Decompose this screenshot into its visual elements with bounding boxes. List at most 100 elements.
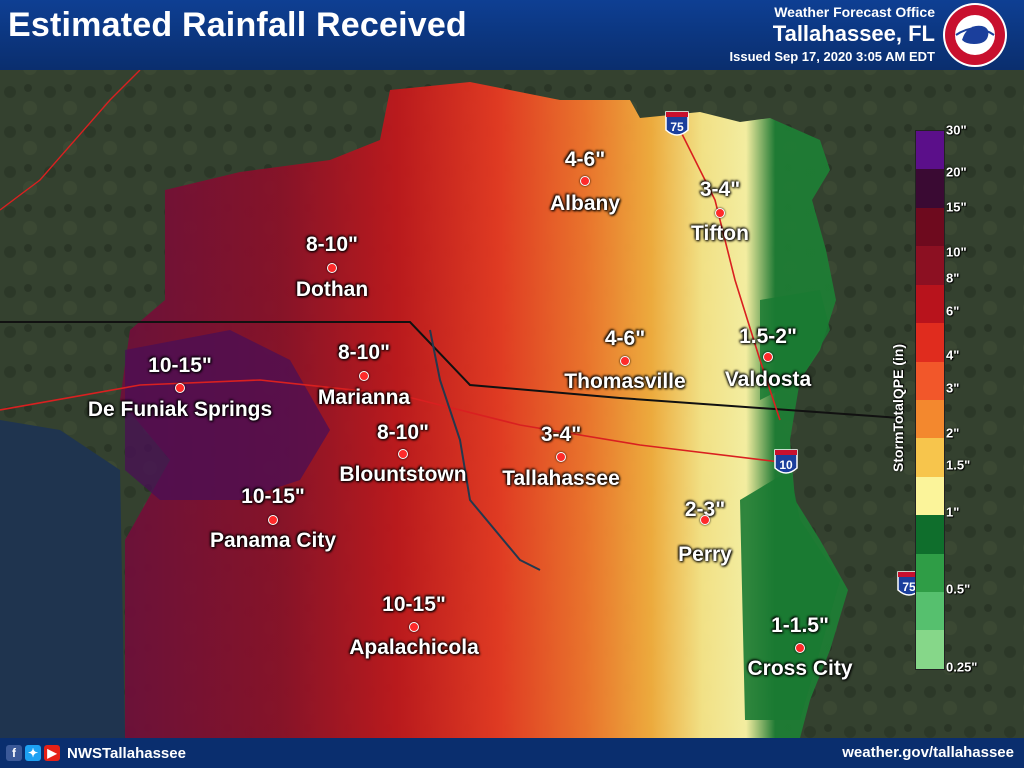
legend-swatch xyxy=(916,284,944,324)
legend-tick-label: 30" xyxy=(946,122,967,138)
legend-tick-label: 15" xyxy=(946,199,967,215)
city-label-albany: Albany xyxy=(549,192,621,215)
legend-swatch xyxy=(916,630,944,669)
footer-bar: f ✦ ▶ NWSTallahassee weather.gov/tallaha… xyxy=(0,738,1024,768)
interstate-75-shield-south: 75 xyxy=(897,571,921,596)
legend-swatch xyxy=(916,592,944,631)
legend-tick-label: 3" xyxy=(946,380,960,396)
legend-tick-label: 10" xyxy=(946,244,967,260)
legend-swatch xyxy=(916,553,944,593)
map-title: Estimated Rainfall Received xyxy=(8,6,467,44)
city-label-blountstown: Blountstown xyxy=(339,463,467,486)
i65-route xyxy=(0,69,141,211)
city-label-marianna: Marianna xyxy=(317,386,411,409)
rain-amount-cross-city: 1-1.5" xyxy=(771,614,829,637)
city-marker-tifton xyxy=(715,208,725,218)
social-handle[interactable]: NWSTallahassee xyxy=(67,744,186,762)
rain-amount-albany: 4-6" xyxy=(564,148,606,171)
i10-route xyxy=(0,379,781,463)
social-links: f ✦ ▶ NWSTallahassee xyxy=(6,744,186,762)
light-rain-east xyxy=(740,470,840,720)
svg-text:75: 75 xyxy=(670,120,684,134)
city-label-valdosta: Valdosta xyxy=(724,368,812,391)
facebook-icon[interactable]: f xyxy=(6,745,22,761)
legend-swatch xyxy=(916,438,944,477)
legend-tick-label: 1" xyxy=(946,504,960,520)
office-line2: Tallahassee, FL xyxy=(772,21,935,46)
city-label-perry: Perry xyxy=(678,543,732,566)
legend-swatch xyxy=(916,207,944,247)
heavy-rain-core xyxy=(125,330,330,500)
state-border xyxy=(0,321,901,419)
legend-tick-label: 8" xyxy=(946,270,960,286)
office-line1: Weather Forecast Office xyxy=(774,4,935,20)
city-marker-panama-city xyxy=(268,515,278,525)
legend-swatch xyxy=(916,169,944,208)
city-marker-albany xyxy=(580,176,590,186)
legend-swatch xyxy=(916,323,944,362)
legend-color-bar xyxy=(915,130,945,670)
city-marker-valdosta xyxy=(763,352,773,362)
header-bar: Estimated Rainfall Received Weather Fore… xyxy=(0,0,1024,70)
legend-swatch xyxy=(916,515,944,554)
rain-amount-dothan: 8-10" xyxy=(306,233,358,256)
city-marker-cross-city xyxy=(795,643,805,653)
city-marker-tallahassee xyxy=(556,452,566,462)
city-marker-apalachicola xyxy=(409,622,419,632)
city-marker-marianna xyxy=(359,371,369,381)
city-marker-perry xyxy=(700,515,710,525)
city-marker-de-funiak-springs xyxy=(175,383,185,393)
legend-title: StormTotalQPE (in) xyxy=(890,343,906,472)
rain-amount-de-funiak-springs: 10-15" xyxy=(148,354,212,377)
river xyxy=(429,329,541,571)
interstate-10-shield: 10 xyxy=(774,449,798,474)
city-label-de-funiak-springs: De Funiak Springs xyxy=(87,398,273,421)
legend-tick-label: 4" xyxy=(946,347,960,363)
youtube-icon[interactable]: ▶ xyxy=(44,745,60,761)
city-label-tallahassee: Tallahassee xyxy=(502,467,620,490)
city-label-thomasville: Thomasville xyxy=(564,370,686,393)
city-label-cross-city: Cross City xyxy=(747,657,853,680)
legend-swatch xyxy=(916,476,944,516)
city-label-tifton: Tifton xyxy=(691,222,749,245)
i75-route xyxy=(679,129,781,421)
legend-swatch xyxy=(916,246,944,285)
city-marker-dothan xyxy=(327,263,337,273)
twitter-icon[interactable]: ✦ xyxy=(25,745,41,761)
nws-logo-icon xyxy=(943,3,1007,67)
rain-amount-thomasville: 4-6" xyxy=(604,327,646,350)
rain-amount-blountstown: 8-10" xyxy=(377,421,429,444)
light-rain-valdosta xyxy=(760,290,830,400)
city-label-dothan: Dothan xyxy=(295,278,369,301)
city-marker-blountstown xyxy=(398,449,408,459)
legend-swatch xyxy=(916,361,944,400)
rain-amount-panama-city: 10-15" xyxy=(241,485,305,508)
legend-swatch xyxy=(916,131,944,170)
city-marker-thomasville xyxy=(620,356,630,366)
legend-tick-label: 20" xyxy=(946,164,967,180)
rain-amount-tallahassee: 3-4" xyxy=(540,423,582,446)
svg-text:75: 75 xyxy=(902,580,916,594)
rain-amount-marianna: 8-10" xyxy=(338,341,390,364)
rain-amount-valdosta: 1.5-2" xyxy=(739,325,797,348)
legend-swatch xyxy=(916,399,944,439)
legend-tick-label: 0.5" xyxy=(946,581,971,597)
office-info: Weather Forecast Office Tallahassee, FL … xyxy=(730,4,935,64)
city-label-apalachicola: Apalachicola xyxy=(349,636,479,659)
rain-amount-tifton: 3-4" xyxy=(699,178,741,201)
city-label-panama-city: Panama City xyxy=(209,529,337,552)
rain-amount-apalachicola: 10-15" xyxy=(382,593,446,616)
rainfall-region xyxy=(120,82,848,738)
interstate-75-shield: 75 xyxy=(665,111,689,136)
legend-tick-label: 6" xyxy=(946,303,960,319)
legend-tick-label: 0.25" xyxy=(946,659,978,675)
issued-time: Issued Sep 17, 2020 3:05 AM EDT xyxy=(729,49,935,64)
rain-amount-perry: 2-3" xyxy=(684,498,726,521)
legend-tick-label: 1.5" xyxy=(946,457,971,473)
svg-text:10: 10 xyxy=(779,458,793,472)
gulf-water xyxy=(0,420,125,740)
legend-tick-label: 2" xyxy=(946,425,960,441)
website-link[interactable]: weather.gov/tallahassee xyxy=(842,744,1014,761)
